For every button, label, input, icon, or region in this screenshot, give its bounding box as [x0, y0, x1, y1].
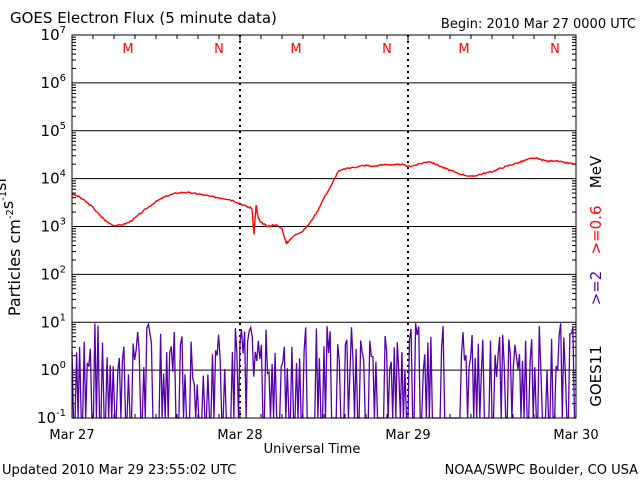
x-axis-label: Universal Time	[264, 442, 361, 457]
y-tick-base: 10	[41, 122, 60, 140]
red-channel-label: >=0.6	[587, 206, 605, 255]
y-tick-base: 10	[41, 361, 60, 379]
y-tick-base: 10	[37, 409, 56, 427]
y-tick-exponent: 2	[60, 264, 66, 275]
x-tick-labels: Mar 27 Mar 28 Mar 29 Mar 30	[49, 428, 598, 443]
y-tick-label: 102	[41, 264, 66, 283]
y-tick-base: 10	[41, 74, 60, 92]
chart-title: GOES Electron Flux (5 minute data)	[10, 9, 277, 27]
y-tick-label: 105	[41, 121, 66, 140]
satellite-label: GOES11	[587, 345, 605, 407]
y-tick-base: 10	[41, 313, 60, 331]
grid-lines	[72, 36, 576, 405]
mn-marker: N	[550, 42, 560, 57]
credit: NOAA/SWPC Boulder, CO USA	[445, 463, 638, 478]
x-tick-label: Mar 29	[385, 428, 430, 443]
y-tick-base: 10	[41, 265, 60, 283]
y-tick-label: 106	[41, 73, 66, 92]
y-tick-exponent: 3	[60, 217, 66, 228]
y-tick-base: 10	[41, 170, 60, 188]
y-tick-label: 103	[41, 217, 66, 236]
y-tick-label: 107	[41, 25, 66, 44]
y-tick-base: 10	[41, 26, 60, 44]
y-axis-label: Particles cm-2s-1sr-1	[0, 166, 24, 316]
y-tick-exponent: -1	[56, 408, 66, 419]
unit-label: MeV	[587, 155, 605, 188]
y-tick-label: 104	[41, 169, 66, 188]
x-tick-label: Mar 30	[553, 428, 598, 443]
x-tick-label: Mar 28	[217, 428, 262, 443]
y-tick-exponent: 5	[60, 121, 66, 132]
updated-time: Updated 2010 Mar 29 23:55:02 UTC	[2, 463, 236, 478]
y-tick-exponent: 1	[60, 312, 66, 323]
mn-marker: M	[290, 42, 301, 57]
begin-time: Begin: 2010 Mar 27 0000 UTC	[441, 17, 636, 32]
y-tick-label: 101	[41, 312, 66, 331]
right-labels: MeV >=0.6 >=2 GOES11	[587, 155, 605, 407]
mn-marker: N	[214, 42, 224, 57]
mn-marker: M	[122, 42, 133, 57]
series-line-ge2mev	[71, 321, 576, 419]
series-line-ge0p6mev	[71, 157, 577, 245]
mn-marker: N	[382, 42, 392, 57]
y-tick-label: 100	[41, 360, 66, 379]
plot-frame	[71, 34, 577, 419]
mn-marker: M	[458, 42, 469, 57]
y-tick-base: 10	[41, 218, 60, 236]
purple-channel-label: >=2	[587, 271, 605, 306]
series-layer	[71, 157, 577, 419]
y-tick-exponent: 7	[60, 25, 66, 36]
y-tick-exponent: 6	[60, 73, 66, 84]
x-tick-label: Mar 27	[49, 428, 94, 443]
y-tick-label: 10-1	[37, 408, 66, 427]
y-tick-exponent: 4	[60, 169, 66, 180]
y-tick-exponent: 0	[60, 360, 66, 371]
